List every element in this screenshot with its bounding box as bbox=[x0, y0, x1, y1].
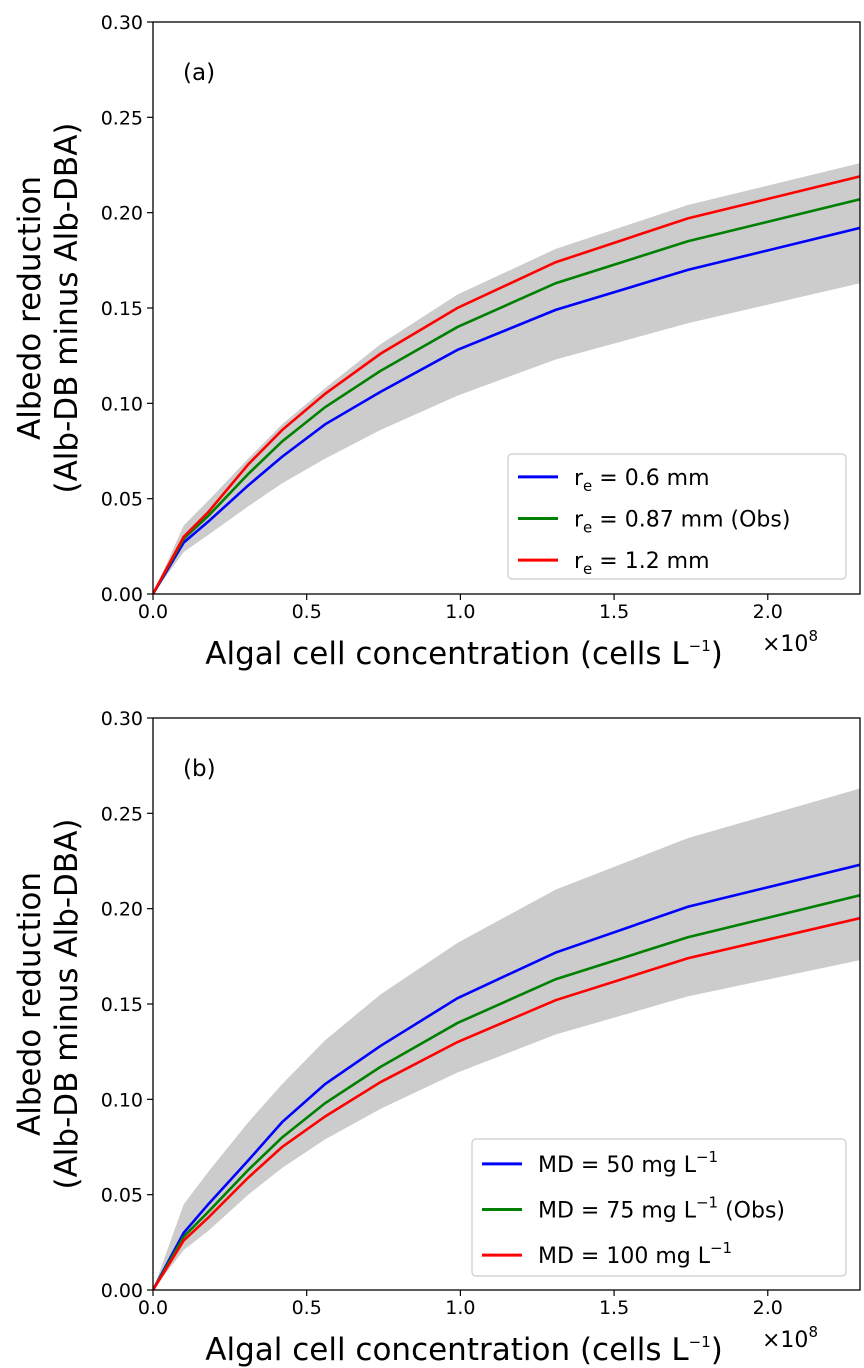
legend: re = 0.6 mm re = 0.87 mm (Obs) re = 1.2 mm bbox=[507, 453, 847, 580]
y-tick-label: 0.30 bbox=[101, 12, 143, 34]
x-tick-label: 0.5 bbox=[292, 1297, 322, 1319]
legend-entry: re = 0.6 mm bbox=[574, 466, 710, 495]
chart-panel-a: 0.0 0.5 1.0 1.5 2.0 0.00 0.05 0.10 0.15 0.20 0.25 0… bbox=[12, 12, 861, 672]
legend-entry: MD = 75 mg L−1 (Obs) bbox=[538, 1194, 785, 1224]
x-axis-multiplier: ×108 bbox=[762, 1323, 818, 1353]
y-tick-label: 0.00 bbox=[101, 1280, 143, 1302]
series-line-1 bbox=[153, 894, 860, 1290]
y-tick-label: 0.20 bbox=[101, 899, 143, 921]
y-tick-label: 0.15 bbox=[101, 994, 143, 1016]
legend-entry: re = 1.2 mm bbox=[574, 549, 710, 578]
chart-panel-b: 0.0 0.5 1.0 1.5 2.0 0.00 0.05 0.10 0.15 0.20 0.25 0… bbox=[12, 708, 861, 1368]
x-tick-label: 0.0 bbox=[138, 601, 168, 623]
x-axis-multiplier: ×108 bbox=[762, 627, 818, 657]
series-line-2 bbox=[153, 175, 860, 594]
series-line-2 bbox=[153, 916, 860, 1290]
y-tick-label: 0.10 bbox=[101, 1089, 143, 1111]
legend-box bbox=[507, 453, 847, 580]
y-tick-label: 0.10 bbox=[101, 393, 143, 415]
x-tick-label: 1.5 bbox=[599, 1297, 629, 1319]
x-tick-label: 1.5 bbox=[599, 601, 629, 623]
x-tick-label: 0.0 bbox=[138, 1297, 168, 1319]
y-axis-label-line1: Albedo reduction bbox=[12, 872, 48, 1136]
legend-entry: re = 0.87 mm (Obs) bbox=[574, 508, 790, 537]
y-tick-label: 0.15 bbox=[101, 298, 143, 320]
x-tick-label: 2.0 bbox=[753, 601, 783, 623]
y-axis-label-line1: Albedo reduction bbox=[12, 176, 48, 440]
y-axis-label-line2: (Alb-DB minus Alb-DBA) bbox=[49, 122, 85, 493]
y-tick-label: 0.20 bbox=[101, 203, 143, 225]
panel-label: (a) bbox=[183, 60, 215, 86]
y-tick-label: 0.25 bbox=[101, 803, 143, 825]
y-tick-label: 0.05 bbox=[101, 489, 143, 511]
legend: MD = 50 mg L−1 MD = 75 mg L−1 (Obs) MD = 1… bbox=[471, 1138, 847, 1277]
y-tick-label: 0.05 bbox=[101, 1185, 143, 1207]
legend-box bbox=[471, 1138, 847, 1277]
y-tick-label: 0.00 bbox=[101, 584, 143, 606]
legend-entry: MD = 100 mg L−1 bbox=[538, 1239, 732, 1269]
series-line-0 bbox=[153, 226, 860, 594]
x-tick-label: 2.0 bbox=[753, 1297, 783, 1319]
x-axis-label: Algal cell concentration (cells L−1) bbox=[205, 1332, 723, 1368]
x-axis-label: Algal cell concentration (cells L−1) bbox=[205, 636, 723, 672]
series-line-0 bbox=[153, 863, 860, 1290]
legend-entry: MD = 50 mg L−1 bbox=[538, 1148, 718, 1178]
y-axis-label-line2: (Alb-DB minus Alb-DBA) bbox=[49, 818, 85, 1189]
y-tick-label: 0.25 bbox=[101, 107, 143, 129]
panel-label: (b) bbox=[183, 756, 216, 782]
x-tick-label: 1.0 bbox=[445, 601, 475, 623]
y-tick-label: 0.30 bbox=[101, 708, 143, 730]
uncertainty-band bbox=[153, 788, 860, 1290]
x-tick-label: 0.5 bbox=[292, 601, 322, 623]
series-line-1 bbox=[153, 198, 860, 594]
x-tick-label: 1.0 bbox=[445, 1297, 475, 1319]
